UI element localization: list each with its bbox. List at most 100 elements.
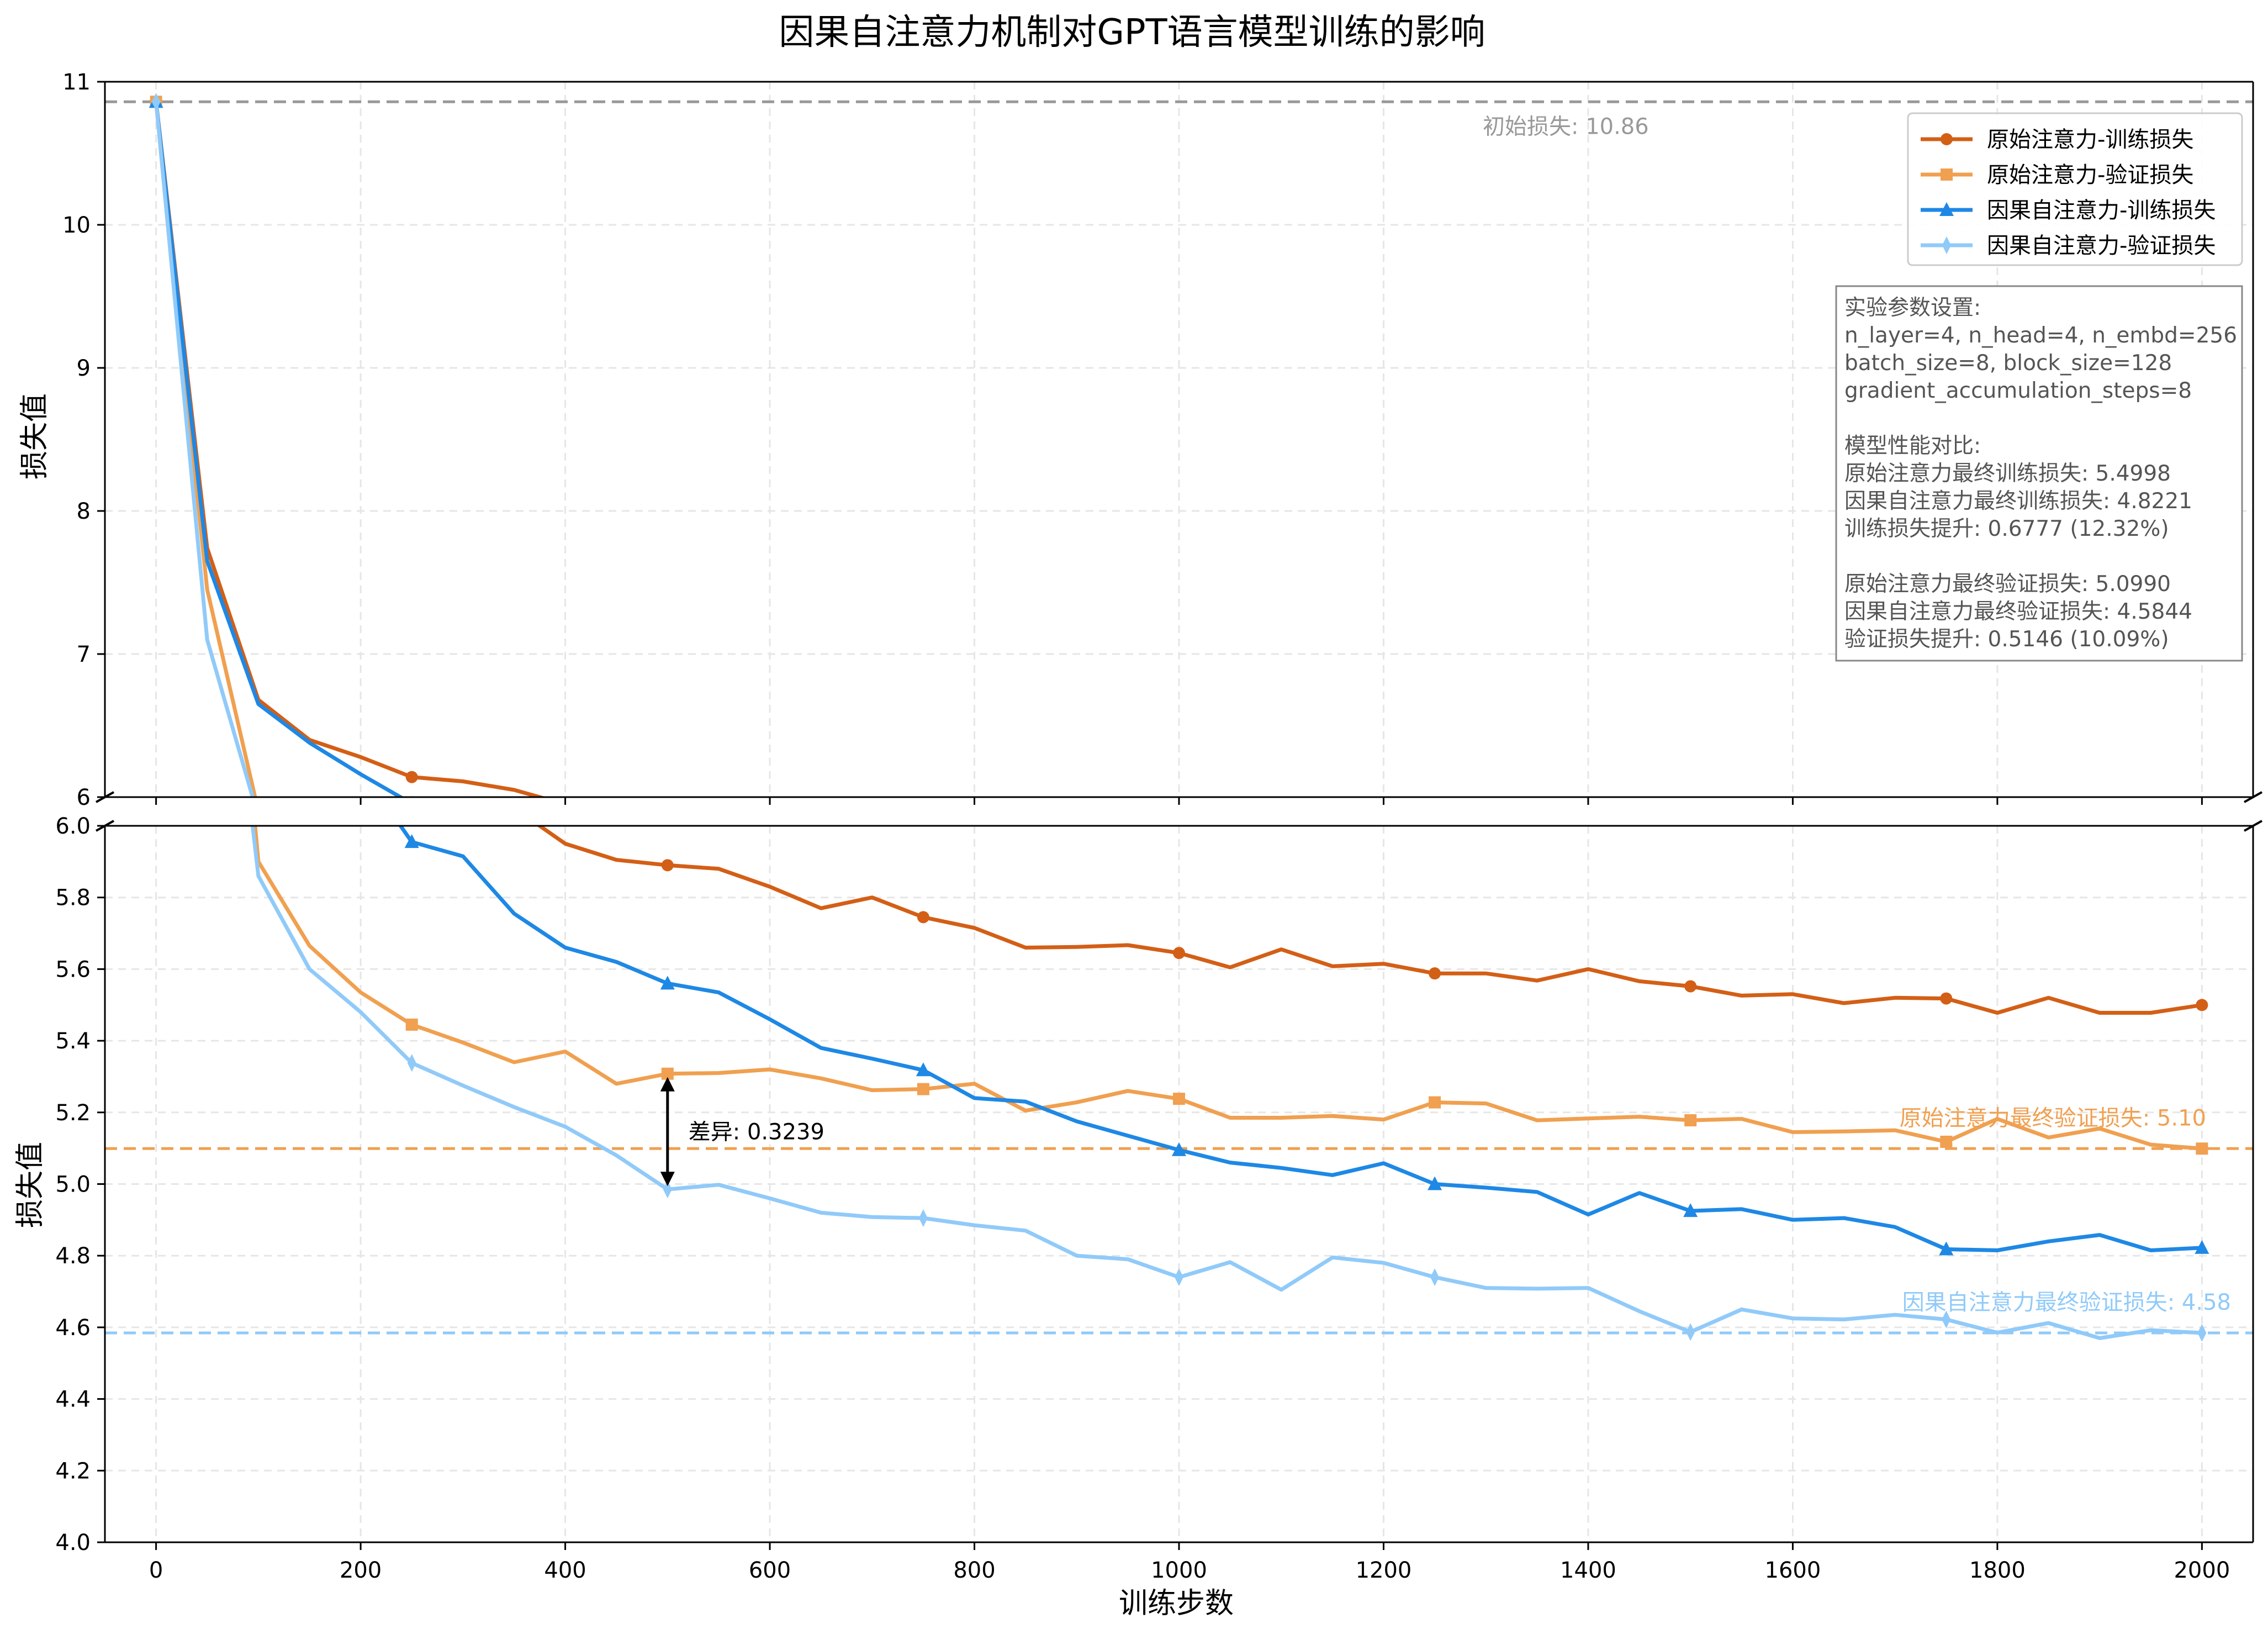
reference-line-label: 初始损失: 10.86 bbox=[1483, 114, 1649, 139]
series-marker-0 bbox=[405, 771, 418, 783]
series-marker-2 bbox=[1428, 1176, 1442, 1190]
x-tick-label: 200 bbox=[340, 1558, 382, 1583]
series-marker-3 bbox=[1686, 1323, 1695, 1341]
series-marker-2 bbox=[660, 976, 675, 990]
series-marker-1 bbox=[1173, 1093, 1185, 1105]
y-tick-label: 5.8 bbox=[55, 885, 91, 911]
legend: 原始注意力-训练损失原始注意力-验证损失因果自注意力-训练损失因果自注意力-验证… bbox=[1907, 112, 2243, 266]
axis-break-mark bbox=[2244, 820, 2262, 832]
series-marker-3 bbox=[918, 1209, 928, 1227]
axis-break-mark bbox=[96, 820, 114, 832]
y-tick-label: 4.0 bbox=[55, 1530, 91, 1556]
info-box-line: 因果自注意力最终训练损失: 4.8221 bbox=[1844, 489, 2192, 514]
series-marker-1 bbox=[1684, 1114, 1697, 1127]
info-box-line: gradient_accumulation_steps=8 bbox=[1844, 378, 2192, 403]
x-tick-label: 1600 bbox=[1765, 1558, 1821, 1583]
series-marker-1 bbox=[405, 1018, 418, 1031]
series-marker-2 bbox=[2195, 1240, 2209, 1254]
info-box-line: 训练损失提升: 0.6777 (12.32%) bbox=[1844, 516, 2169, 541]
series-marker-1 bbox=[2196, 1142, 2208, 1155]
difference-arrow-head-up bbox=[660, 1077, 675, 1092]
x-axis-label: 训练步数 bbox=[1119, 1587, 1234, 1620]
y-tick-label: 4.2 bbox=[55, 1458, 91, 1484]
difference-label: 差异: 0.3239 bbox=[689, 1119, 824, 1145]
y-tick-label: 5.4 bbox=[55, 1029, 91, 1054]
legend-marker bbox=[1942, 236, 1951, 254]
y-tick-label: 10 bbox=[62, 213, 91, 238]
series-group bbox=[250, 826, 2209, 1342]
x-tick-label: 600 bbox=[749, 1558, 791, 1583]
series-marker-0 bbox=[1940, 992, 1953, 1005]
y-tick-label: 7 bbox=[77, 642, 91, 667]
y-tick-label: 4.6 bbox=[55, 1315, 91, 1341]
x-tick-label: 1400 bbox=[1560, 1558, 1616, 1583]
info-box-line: 模型性能对比: bbox=[1844, 434, 1981, 458]
series-marker-1 bbox=[917, 1083, 929, 1095]
series-marker-1 bbox=[661, 1067, 674, 1080]
series-marker-3 bbox=[1942, 1310, 1951, 1328]
legend-box bbox=[1907, 112, 2243, 266]
series-marker-3 bbox=[407, 1054, 416, 1072]
info-box-line: batch_size=8, block_size=128 bbox=[1844, 351, 2172, 376]
series-marker-0 bbox=[1429, 967, 1441, 980]
series-marker-2 bbox=[1939, 1241, 1954, 1256]
series-marker-2 bbox=[404, 834, 419, 848]
info-box: 实验参数设置: n_layer=4, n_head=4, n_embd=256ba… bbox=[1835, 285, 2243, 662]
y-tick-label: 4.8 bbox=[55, 1243, 91, 1269]
x-tick-label: 1200 bbox=[1356, 1558, 1412, 1583]
info-box-line: 实验参数设置: bbox=[1844, 296, 1981, 320]
series-marker-2 bbox=[1172, 1142, 1186, 1156]
legend-label: 因果自注意力-训练损失 bbox=[1987, 198, 2216, 223]
y-axis-label-top: 损失值 bbox=[18, 393, 51, 479]
y-tick-label: 6 bbox=[77, 785, 91, 810]
legend-label: 原始注意力-验证损失 bbox=[1987, 162, 2193, 188]
info-box-frame bbox=[1835, 285, 2243, 662]
y-tick-label: 11 bbox=[62, 70, 91, 95]
y-tick-label: 5.0 bbox=[55, 1172, 91, 1198]
info-box-line: n_layer=4, n_head=4, n_embd=256 bbox=[1844, 323, 2237, 348]
x-tick-label: 1800 bbox=[1969, 1558, 2026, 1583]
x-tick-label: 400 bbox=[544, 1558, 586, 1583]
series-marker-3 bbox=[1430, 1268, 1440, 1287]
series-marker-0 bbox=[917, 911, 929, 924]
y-tick-label: 5.6 bbox=[55, 957, 91, 982]
axis-break-mark bbox=[2244, 791, 2262, 803]
series-marker-0 bbox=[2196, 999, 2208, 1011]
series-marker-3 bbox=[151, 93, 161, 111]
x-tick-label: 0 bbox=[149, 1558, 163, 1583]
legend-marker bbox=[1941, 168, 1953, 181]
series-marker-0 bbox=[1684, 980, 1697, 993]
y-tick-label: 6.0 bbox=[55, 814, 91, 839]
legend-marker bbox=[1939, 202, 1954, 216]
legend-marker bbox=[1941, 133, 1953, 145]
series-marker-3 bbox=[663, 1180, 672, 1199]
axis-break-mark bbox=[96, 791, 114, 803]
info-box-line: 因果自注意力最终验证损失: 4.5844 bbox=[1844, 599, 2192, 624]
y-tick-label: 8 bbox=[77, 499, 91, 524]
reference-line-label: 因果自注意力最终验证损失: 4.58 bbox=[1902, 1290, 2231, 1315]
series-marker-1 bbox=[1429, 1096, 1441, 1109]
info-box-line: 验证损失提升: 0.5146 (10.09%) bbox=[1844, 627, 2169, 652]
x-tick-label: 2000 bbox=[2174, 1558, 2230, 1583]
y-tick-label: 5.2 bbox=[55, 1100, 91, 1126]
series-marker-2 bbox=[1683, 1203, 1698, 1217]
series-marker-0 bbox=[1173, 947, 1185, 960]
bottom-panel: 4.0 4.2 4.4 4.6 4.8 5.0 5.2 5.4 5.6 5.8 6.0 0 200 400… bbox=[55, 814, 2254, 1583]
series-marker-3 bbox=[2197, 1324, 2207, 1342]
y-tick-label: 9 bbox=[77, 356, 91, 381]
series-marker-1 bbox=[1940, 1135, 1953, 1148]
series-marker-2 bbox=[916, 1062, 931, 1077]
series-group bbox=[149, 93, 547, 797]
y-axis-label-bottom: 损失值 bbox=[14, 1142, 47, 1228]
series-marker-0 bbox=[661, 859, 674, 872]
chart-title: 因果自注意力机制对GPT语言模型训练的影响 bbox=[779, 12, 1485, 53]
reference-line-label: 原始注意力最终验证损失: 5.10 bbox=[1900, 1105, 2206, 1131]
top-panel: 6 7 8 9 10 11 bbox=[62, 70, 2254, 810]
series-line-0 bbox=[154, 101, 547, 797]
info-box-line: 原始注意力最终训练损失: 5.4998 bbox=[1844, 461, 2171, 486]
difference-arrow-head-down bbox=[660, 1172, 675, 1187]
x-tick-label: 1000 bbox=[1151, 1558, 1207, 1583]
y-tick-label: 4.4 bbox=[55, 1387, 91, 1412]
